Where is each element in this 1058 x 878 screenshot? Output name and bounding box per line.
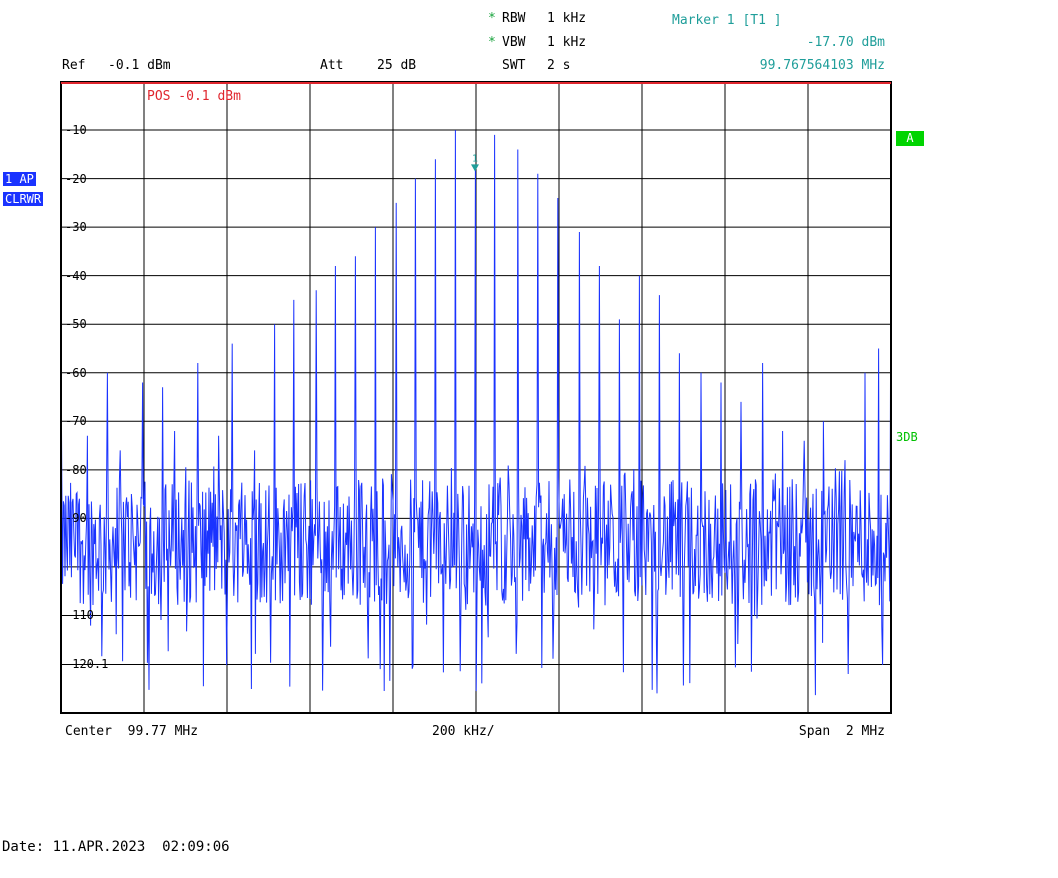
spectrum-trace (60, 130, 892, 696)
y-tick-label: -20 (65, 171, 87, 186)
capture-date: Date: 11.APR.2023 02:09:06 (2, 839, 230, 855)
pos-label: POS -0.1 dBm (147, 89, 241, 104)
vbw-value: 1 kHz (547, 35, 587, 50)
y-tick-label: -30 (65, 220, 87, 235)
frequency-per-division: 200 kHz/ (432, 724, 495, 739)
rbw-label: RBW (502, 11, 526, 26)
att-value: 25 dB (377, 58, 417, 73)
marker-title: Marker 1 [T1 ] (672, 13, 782, 28)
threshold-badge: 3DB (896, 430, 918, 444)
y-tick-label: -50 (65, 317, 87, 332)
rbw-asterisk: * (488, 11, 496, 26)
vbw-label: VBW (502, 35, 526, 50)
y-tick-label: -70 (65, 414, 87, 429)
y-tick-label: -90 (65, 511, 87, 526)
marker-frequency: 99.767564103 MHz (759, 58, 885, 73)
center-frequency: Center 99.77 MHz (65, 724, 199, 739)
y-tick-label: -10 (65, 123, 87, 138)
y-tick-label: -60 (65, 365, 87, 380)
trace-badge[interactable]: 1 AP (3, 172, 36, 186)
ref-value: -0.1 dBm (108, 58, 171, 73)
swt-value: 2 s (547, 58, 571, 73)
att-label: Att (320, 58, 344, 73)
y-tick-label: -120.1 (65, 657, 109, 672)
span: Span 2 MHz (798, 724, 885, 739)
rbw-value: 1 kHz (547, 11, 587, 26)
mode-badge[interactable]: CLRWR (3, 192, 44, 206)
trace-line (60, 130, 892, 696)
marker-level: -17.70 dBm (806, 35, 885, 50)
trace-a-badge[interactable]: A (896, 131, 924, 146)
marker-1: 1 (470, 153, 479, 172)
ref-label: Ref (62, 58, 86, 73)
vbw-asterisk: * (488, 35, 496, 50)
y-tick-label: -40 (65, 268, 87, 283)
marker-triangle (470, 164, 479, 172)
swt-label: SWT (502, 58, 526, 73)
y-tick-label: -80 (65, 462, 87, 477)
marker-number: 1 (472, 153, 478, 164)
y-tick-label: -110 (65, 608, 94, 623)
